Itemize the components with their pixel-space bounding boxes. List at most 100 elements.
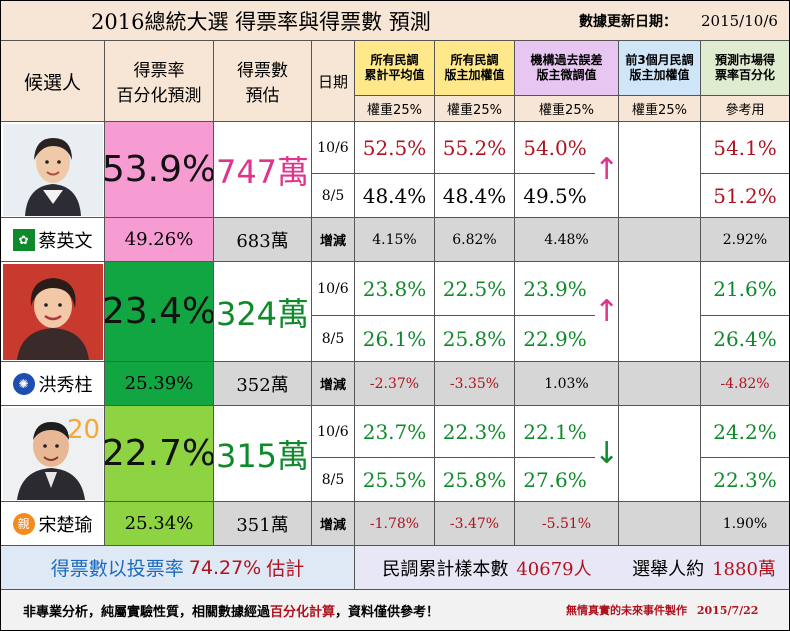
tsai-p3-2: 49.5% bbox=[515, 174, 595, 218]
header-candidate-label: 候選人 bbox=[23, 71, 81, 94]
soong-p5-1: 24.2% bbox=[701, 406, 789, 458]
soong-p3-2-value: 27.6% bbox=[523, 467, 587, 492]
weight-p1: 權重25% bbox=[355, 96, 435, 122]
weight-p4: 權重25% bbox=[619, 96, 701, 122]
soong-p2-2-value: 25.8% bbox=[442, 467, 507, 492]
header-p5-line1: 預測市場得 bbox=[714, 53, 775, 67]
hung-p4 bbox=[619, 262, 701, 362]
pfp-logo-icon: 親 bbox=[12, 512, 35, 535]
soong-trend: ↓ bbox=[595, 406, 619, 502]
soong-votes: 315萬 bbox=[214, 406, 312, 502]
tsai-change-p5: 2.92% bbox=[701, 218, 789, 262]
turnout-suffix: 估計 bbox=[266, 558, 305, 580]
hung-change-p2-value: -3.35% bbox=[449, 375, 500, 392]
soong-p3-2: 27.6% bbox=[515, 458, 595, 502]
tsai-p5-2: 51.2% bbox=[701, 174, 789, 218]
turnout-value: 74.27% bbox=[188, 556, 262, 579]
weight-p2-label: 權重25% bbox=[447, 103, 502, 118]
tsai-p4 bbox=[619, 122, 701, 218]
voters-value: 1880萬 bbox=[712, 558, 776, 580]
header-p3: 機構過去誤差 版主微調值 bbox=[515, 41, 619, 96]
tsai-date-1-label: 10/6 bbox=[317, 139, 349, 156]
tsai-p2-2: 48.4% bbox=[435, 174, 515, 218]
header-p2: 所有民調 版主加權值 bbox=[435, 41, 515, 96]
tsai-votes-old: 683萬 bbox=[214, 218, 312, 262]
header-votes-line1: 得票數 bbox=[237, 61, 288, 81]
weight-p4-label: 權重25% bbox=[632, 103, 687, 118]
hung-p3-1: 23.9% bbox=[515, 262, 595, 316]
hung-rate-value: 23.4% bbox=[105, 291, 214, 332]
tsai-change-p3-value: 4.48% bbox=[544, 231, 589, 248]
soong-change-p4 bbox=[619, 502, 701, 546]
title-bar: 2016總統大選 得票率與得票數 預測 數據更新日期： 2015/10/6 bbox=[1, 1, 789, 41]
soong-p5-2: 22.3% bbox=[701, 458, 789, 502]
turnout-prefix: 得票數以投票率 bbox=[50, 558, 184, 580]
hung-name-label: 洪秀柱 bbox=[38, 374, 93, 396]
header-date-line2: 期 bbox=[333, 72, 349, 91]
header-p4-line1: 前3個月民調 bbox=[625, 53, 694, 67]
header-rate: 得票率 百分化預測 bbox=[105, 41, 214, 122]
tsai-p2-1: 55.2% bbox=[435, 122, 515, 174]
tsai-name: ✿ 蔡英文 bbox=[1, 218, 105, 262]
header-p5: 預測市場得 票率百分化 bbox=[701, 41, 789, 96]
hung-p5-1: 21.6% bbox=[701, 262, 789, 316]
soong-change-p2: -3.47% bbox=[435, 502, 515, 546]
hung-votes-old-value: 352萬 bbox=[236, 374, 289, 396]
tsai-change-label: 增減 bbox=[312, 218, 355, 262]
soong-date-1: 10/6 bbox=[312, 406, 355, 458]
hung-rate-old: 25.39% bbox=[105, 362, 214, 406]
hung-p1-1: 23.8% bbox=[355, 262, 435, 316]
hung-p2-1-value: 22.5% bbox=[442, 276, 507, 301]
header-p3-line1: 機構過去誤差 bbox=[530, 53, 603, 67]
leaf-logo-icon: ✿ bbox=[12, 228, 35, 251]
arrow-down-icon: ↓ bbox=[595, 435, 619, 471]
hung-votes-value: 324萬 bbox=[215, 294, 310, 333]
tsai-change-p4 bbox=[619, 218, 701, 262]
tsai-votes-old-value: 683萬 bbox=[236, 230, 289, 252]
soong-p1-1-value: 23.7% bbox=[362, 419, 427, 444]
tsai-p5-1-value: 54.1% bbox=[713, 135, 777, 160]
soong-change-p1-value: -1.78% bbox=[369, 515, 420, 532]
arrow-up-icon: ↑ bbox=[595, 151, 619, 187]
tsai-trend: ↑ bbox=[595, 122, 619, 218]
hung-name: ✺ 洪秀柱 bbox=[1, 362, 105, 406]
page-title: 2016總統大選 得票率與得票數 預測 bbox=[91, 9, 431, 34]
tsai-date-2-label: 8/5 bbox=[321, 187, 345, 204]
voters-label: 選舉人約 bbox=[632, 558, 705, 580]
weight-p3: 權重25% bbox=[515, 96, 619, 122]
arrow-up-icon: ↑ bbox=[595, 293, 619, 329]
hung-change-p5: -4.82% bbox=[701, 362, 789, 406]
disclaimer-b: 百分化計算 bbox=[270, 604, 336, 620]
tsai-p3-2-value: 49.5% bbox=[523, 183, 587, 208]
hung-p5-2-value: 26.4% bbox=[713, 326, 777, 351]
tsai-date-2: 8/5 bbox=[312, 174, 355, 218]
soong-p2-1-value: 22.3% bbox=[442, 419, 507, 444]
soong-p5-1-value: 24.2% bbox=[713, 419, 777, 444]
soong-p1-2-value: 25.5% bbox=[362, 467, 427, 492]
footer-credit: 無情真實的未來事件製作 2015/7/22 bbox=[566, 602, 758, 618]
soong-name: 親 宋楚瑜 bbox=[1, 502, 105, 546]
tsai-p1-1-value: 52.5% bbox=[362, 135, 427, 160]
tsai-p3-1-value: 54.0% bbox=[523, 135, 587, 160]
soong-change-label: 增減 bbox=[312, 502, 355, 546]
hung-trend: ↑ bbox=[595, 262, 619, 362]
soong-change-p1: -1.78% bbox=[355, 502, 435, 546]
tsai-name-label: 蔡英文 bbox=[38, 230, 93, 252]
summary-turnout: 得票數以投票率 74.27% 估計 bbox=[1, 546, 355, 590]
soong-p3-1: 22.1% bbox=[515, 406, 595, 458]
soong-rate: 22.7% bbox=[105, 406, 214, 502]
soong-change-label-text: 增減 bbox=[319, 518, 346, 533]
soong-portrait-icon: 20 bbox=[2, 407, 103, 500]
hung-change-p4 bbox=[619, 362, 701, 406]
hung-date-1-label: 10/6 bbox=[317, 280, 349, 297]
credit-label: 無情真實的未來事件製作 bbox=[566, 604, 687, 617]
header-p1-line2: 累計平均值 bbox=[364, 68, 425, 82]
header-p3-line2: 版主微調值 bbox=[536, 68, 597, 82]
tsai-rate: 53.9% bbox=[105, 122, 214, 218]
soong-date-1-label: 10/6 bbox=[317, 423, 349, 440]
credit-date: 2015/7/22 bbox=[696, 604, 759, 617]
hung-date-1: 10/6 bbox=[312, 262, 355, 316]
header-p4-line2: 版主加權值 bbox=[629, 68, 690, 82]
tsai-change-p1-value: 4.15% bbox=[372, 231, 417, 248]
